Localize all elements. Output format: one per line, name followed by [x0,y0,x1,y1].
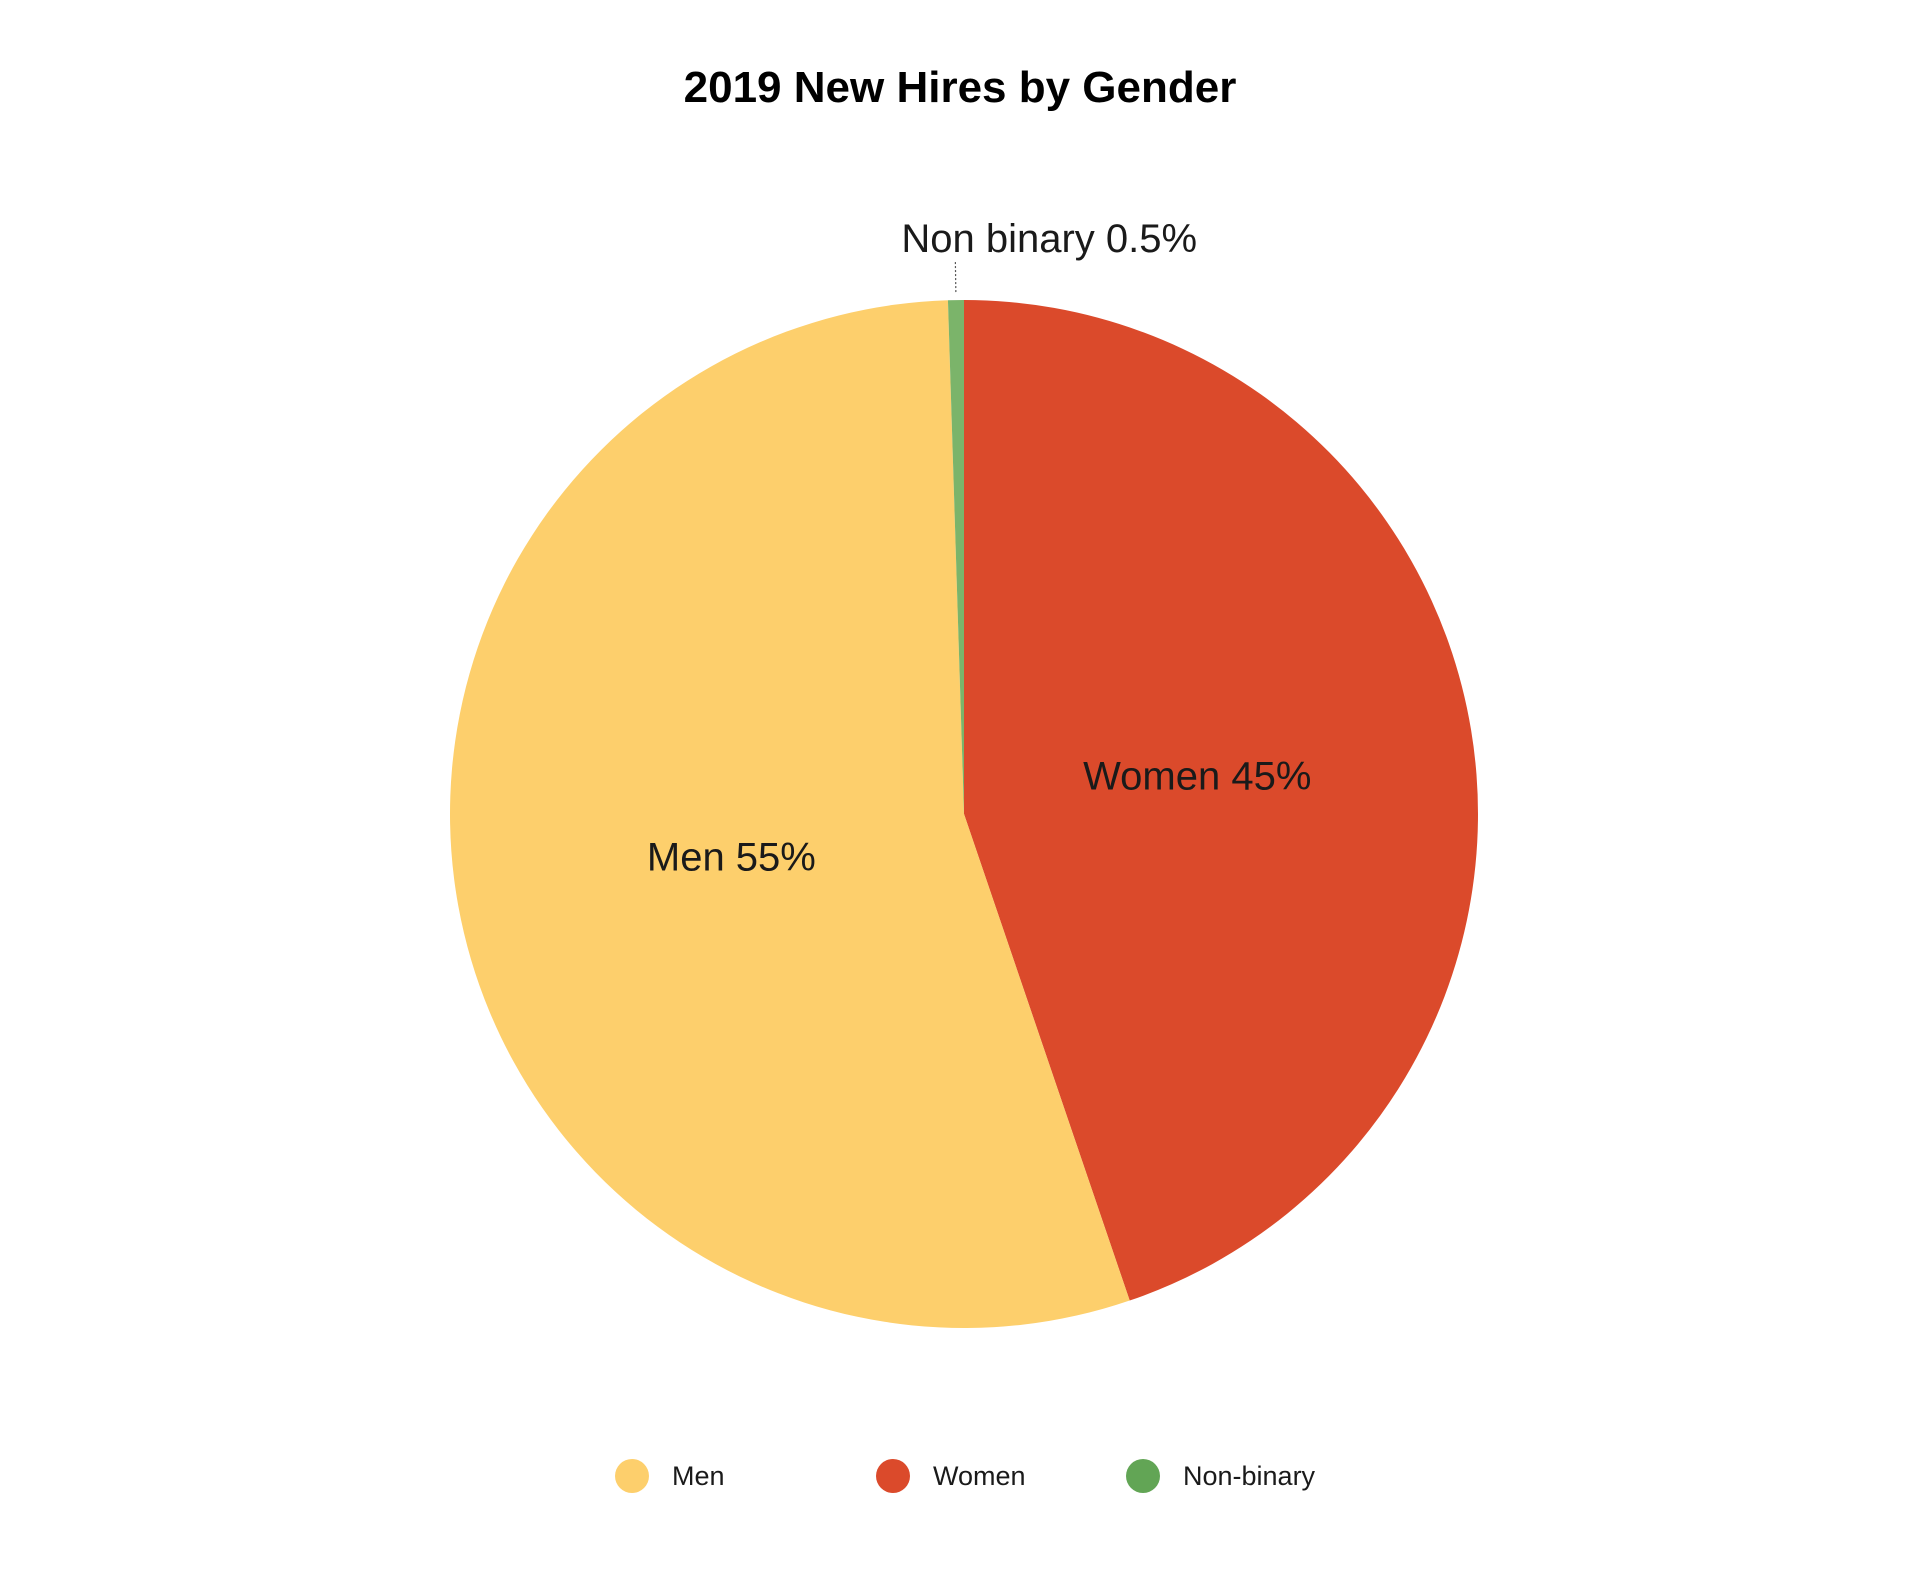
legend-label: Women [933,1461,1026,1491]
slice-label-non-binary: Non binary 0.5% [901,217,1197,261]
pie-slice-non-binary [947,300,964,814]
slice-labels: Women 45% Men 55% Non binary 0.5% [647,217,1312,879]
pie-slices [450,300,1478,1328]
slice-label-women: Women 45% [1083,754,1311,798]
pie-slice-men [450,300,1130,1328]
legend-swatch [1126,1459,1160,1493]
legend-label: Non-binary [1183,1461,1316,1491]
legend-label: Men [672,1461,725,1491]
legend-item-women: Women [876,1459,1026,1493]
chart-title: 2019 New Hires by Gender [684,63,1237,112]
legend-item-men: Men [615,1459,725,1493]
pie-slice-women [964,300,1478,1301]
legend-swatch [615,1459,649,1493]
legend: Men Women Non-binary [615,1459,1316,1493]
legend-item-non-binary: Non-binary [1126,1459,1316,1493]
slice-label-men: Men 55% [647,835,816,879]
legend-swatch [876,1459,910,1493]
